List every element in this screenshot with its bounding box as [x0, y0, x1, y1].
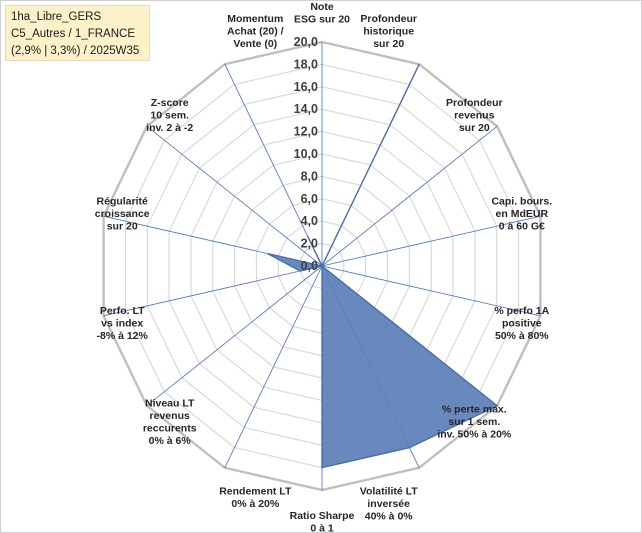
axis-spoke: [224, 64, 323, 267]
axis-spoke: [103, 265, 323, 317]
axis-spoke: [321, 265, 541, 317]
axis-label: Perfo. LT vs index -8% à 12%: [97, 305, 149, 342]
axis-label: Momentum Achat (20) / Vente (0): [227, 13, 284, 50]
axis-spoke: [146, 265, 323, 407]
axis-label: Profondeur revenus sur 20: [446, 97, 503, 134]
tick-label: 18,0: [294, 57, 318, 71]
tick-label: 14,0: [294, 102, 318, 116]
axis-label: Capi. bours. en MdEUR 0 à 60 G€: [491, 196, 552, 233]
tick-label: 10,0: [294, 147, 318, 161]
tick-label: 8,0: [301, 169, 318, 183]
axis-label: Z-score 10 sem. inv. 2 à -2: [146, 97, 193, 134]
axis-label: % perte max. sur 1 sem. inv. 50% à 20%: [437, 404, 512, 441]
axis-spoke: [321, 125, 498, 267]
tick-label: 0,0: [301, 259, 318, 273]
tick-label: 2,0: [301, 237, 318, 251]
axis-label: Niveau LT revenus reccurents 0% à 6%: [143, 397, 197, 447]
tick-label: 16,0: [294, 80, 318, 94]
axis-label: % perfo 1A positive 50% à 80%: [494, 305, 549, 342]
axis-label: Profondeur historique sur 20: [360, 13, 417, 50]
axis-spoke: [224, 265, 323, 468]
tick-label: 12,0: [294, 125, 318, 139]
axis-label: Rendement LT 0% à 20%: [219, 486, 292, 511]
info-category: C5_Autres / 1_FRANCE: [11, 28, 135, 40]
info-week: (2,9% | 3,3%) / 2025W35: [11, 45, 140, 57]
info-box: 1ha_Libre_GERS C5_Autres / 1_FRANCE (2,9…: [5, 5, 150, 61]
tick-label: 4,0: [301, 214, 318, 228]
info-fund-name: 1ha_Libre_GERS: [11, 11, 102, 23]
tick-label: 20,0: [294, 35, 318, 49]
axis-spoke: [146, 125, 323, 267]
axis-label: Note ESG sur 20: [294, 1, 350, 26]
axis-label: Ratio Sharpe 0 à 1: [290, 510, 355, 532]
axis-label: Régularité croissance sur 20: [95, 196, 150, 233]
axis-label: Volatilité LT inversée 40% à 0%: [360, 486, 419, 523]
tick-label: 6,0: [301, 192, 318, 206]
data-series-polygon: [267, 63, 499, 469]
axis-spoke: [321, 215, 541, 267]
